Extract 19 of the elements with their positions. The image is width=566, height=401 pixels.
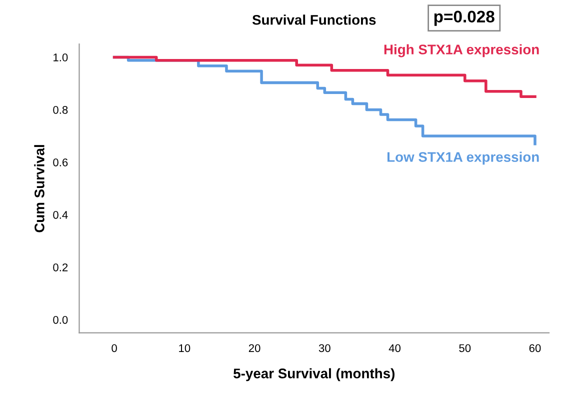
series-label: Low STX1A expression (387, 152, 539, 165)
x-tick-label: 20 (248, 344, 260, 352)
x-axis-title: 5-year Survival (months) (234, 368, 394, 382)
y-tick-label: 0.8 (53, 106, 68, 114)
x-tick-label: 50 (459, 344, 471, 352)
x-tick-label: 40 (388, 344, 401, 352)
chart-title: Survival Functions (252, 14, 376, 25)
x-tick-label: 30 (318, 344, 330, 352)
x-tick-label: 60 (529, 344, 541, 352)
y-tick-label: 0.2 (53, 263, 68, 272)
series-label: High STX1A expression (384, 44, 539, 58)
x-tick-label: 0 (112, 344, 117, 352)
y-axis-title: Cum Survival (34, 145, 44, 232)
y-tick-label: 0.0 (53, 316, 68, 324)
y-tick-label: 0.4 (53, 210, 68, 219)
y-tick-label: 0.6 (53, 158, 68, 166)
y-tick-label: 1.0 (54, 54, 68, 62)
x-tick-label: 10 (179, 344, 190, 352)
text: p=0.028 (434, 10, 494, 26)
